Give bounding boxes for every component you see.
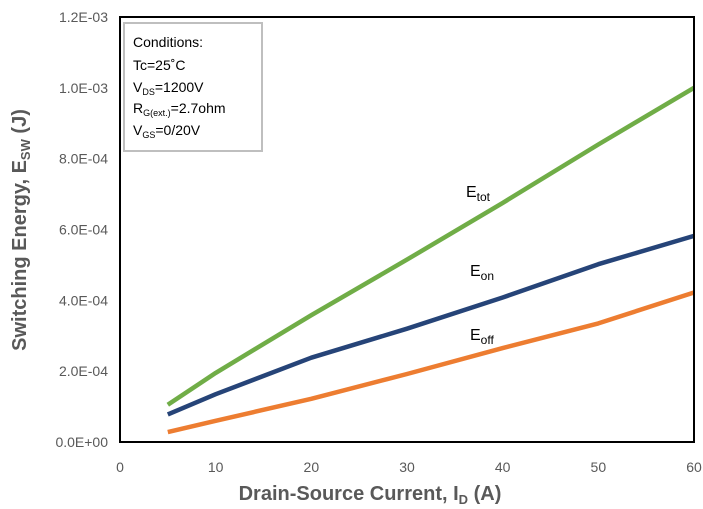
series-line-on	[166, 233, 695, 417]
conditions-box: Conditions: Tc=25˚C VDS=1200V RG(ext.)=2…	[123, 22, 263, 152]
y-tick-label: 2.0E-04	[59, 363, 108, 379]
y-tick-label: 1.2E-03	[59, 9, 108, 25]
x-tick-label: 40	[495, 459, 511, 475]
condition-line-1: Conditions:	[133, 34, 203, 50]
y-tick-label: 0.0E+00	[55, 434, 108, 450]
series-labels: Etot Eon Eoff	[466, 184, 494, 347]
condition-line-4: RG(ext.)=2.7ohm	[133, 100, 226, 118]
series-line-tot	[166, 85, 696, 407]
condition-line-5: VGS=0/20V	[133, 122, 201, 140]
y-tick-labels: 0.0E+00 2.0E-04 4.0E-04 6.0E-04 8.0E-04 1.0E-…	[55, 9, 108, 450]
condition-line-2: Tc=25˚C	[133, 57, 186, 73]
x-tick-label: 50	[591, 459, 607, 475]
series-label-tot: Etot	[466, 184, 491, 204]
y-tick-label: 8.0E-04	[59, 151, 108, 167]
x-tick-label: 20	[304, 459, 320, 475]
y-tick-label: 1.0E-03	[59, 80, 108, 96]
series-label-on: Eon	[470, 263, 494, 283]
plot-frame	[119, 16, 695, 443]
x-tick-label: 10	[208, 459, 224, 475]
x-tick-labels: 0 10 20 30 40 50 60	[116, 459, 702, 475]
x-axis-title: Drain-Source Current, ID (A)	[239, 483, 502, 507]
condition-line-3: VDS=1200V	[133, 79, 204, 97]
series-line-off	[167, 290, 695, 435]
series-lines	[166, 85, 696, 435]
x-tick-label: 30	[399, 459, 415, 475]
x-tick-label: 0	[116, 459, 124, 475]
x-tick-label: 60	[686, 459, 702, 475]
y-tick-label: 6.0E-04	[59, 222, 108, 238]
conditions-frame	[123, 22, 263, 152]
y-tick-label: 4.0E-04	[59, 292, 108, 308]
series-label-off: Eoff	[470, 327, 494, 347]
y-axis-title: Switching Energy, ESW (J)	[9, 109, 33, 351]
